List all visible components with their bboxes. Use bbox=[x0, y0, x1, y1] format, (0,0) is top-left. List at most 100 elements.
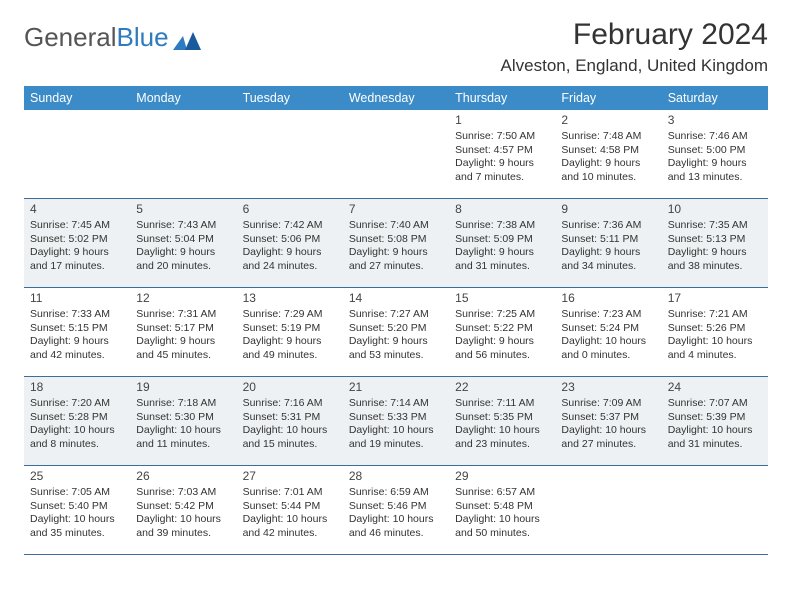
sunset-line: Sunset: 5:33 PM bbox=[349, 411, 443, 424]
day-cell: 1Sunrise: 7:50 AMSunset: 4:57 PMDaylight… bbox=[449, 110, 555, 198]
dow-cell: Saturday bbox=[662, 86, 768, 110]
sunrise-line: Sunrise: 6:59 AM bbox=[349, 486, 443, 499]
sunset-line: Sunset: 5:02 PM bbox=[30, 233, 124, 246]
daylight-line-1: Daylight: 10 hours bbox=[30, 513, 124, 526]
day-cell-empty bbox=[24, 110, 130, 198]
dow-cell: Thursday bbox=[449, 86, 555, 110]
week-row: 25Sunrise: 7:05 AMSunset: 5:40 PMDayligh… bbox=[24, 466, 768, 555]
daylight-line-2: and 34 minutes. bbox=[561, 260, 655, 273]
daylight-line-2: and 0 minutes. bbox=[561, 349, 655, 362]
week-row: 11Sunrise: 7:33 AMSunset: 5:15 PMDayligh… bbox=[24, 288, 768, 377]
day-cell: 20Sunrise: 7:16 AMSunset: 5:31 PMDayligh… bbox=[237, 377, 343, 465]
location: Alveston, England, United Kingdom bbox=[501, 56, 768, 76]
day-cell: 10Sunrise: 7:35 AMSunset: 5:13 PMDayligh… bbox=[662, 199, 768, 287]
daylight-line-1: Daylight: 10 hours bbox=[561, 335, 655, 348]
sunset-line: Sunset: 4:57 PM bbox=[455, 144, 549, 157]
daylight-line-1: Daylight: 9 hours bbox=[136, 246, 230, 259]
dow-cell: Friday bbox=[555, 86, 661, 110]
day-cell: 19Sunrise: 7:18 AMSunset: 5:30 PMDayligh… bbox=[130, 377, 236, 465]
sunrise-line: Sunrise: 7:25 AM bbox=[455, 308, 549, 321]
daylight-line-1: Daylight: 9 hours bbox=[349, 246, 443, 259]
weeks-container: 1 Sunrise: 7:50 AMSunset: 4:57 PM Daylight… bbox=[24, 110, 768, 555]
daylight-line-1: Daylight: 10 hours bbox=[243, 513, 337, 526]
sunrise-line: Sunrise: 7:42 AM bbox=[243, 219, 337, 232]
day-number: 9 bbox=[561, 202, 655, 217]
daylight-line-1: Daylight: 10 hours bbox=[136, 424, 230, 437]
day-number: 17 bbox=[668, 291, 762, 306]
day-cell: 24Sunrise: 7:07 AMSunset: 5:39 PMDayligh… bbox=[662, 377, 768, 465]
day-cell: 12Sunrise: 7:31 AMSunset: 5:17 PMDayligh… bbox=[130, 288, 236, 376]
header: GeneralBlue February 2024 Alveston, Engl… bbox=[24, 18, 768, 76]
day-number: 19 bbox=[136, 380, 230, 395]
day-cell: 15Sunrise: 7:25 AMSunset: 5:22 PMDayligh… bbox=[449, 288, 555, 376]
daylight-line-1: Daylight: 9 hours bbox=[30, 335, 124, 348]
day-number: 8 bbox=[455, 202, 549, 217]
week-row: 4Sunrise: 7:45 AMSunset: 5:02 PMDaylight… bbox=[24, 199, 768, 288]
daylight-line-2: and 56 minutes. bbox=[455, 349, 549, 362]
daylight-line-2: and 15 minutes. bbox=[243, 438, 337, 451]
day-number: 28 bbox=[349, 469, 443, 484]
daylight-line-1: Daylight: 10 hours bbox=[136, 513, 230, 526]
day-number: 18 bbox=[30, 380, 124, 395]
sunset-line: Sunset: 5:35 PM bbox=[455, 411, 549, 424]
daylight-line-1: Daylight: 9 hours bbox=[243, 335, 337, 348]
sunrise-line: Sunrise: 7:07 AM bbox=[668, 397, 762, 410]
day-number: 1 bbox=[455, 113, 549, 128]
day-number: 11 bbox=[30, 291, 124, 306]
sunrise-line: Sunrise: 7:03 AM bbox=[136, 486, 230, 499]
sunrise-line: Sunrise: 7:23 AM bbox=[561, 308, 655, 321]
daylight-line-2: and 45 minutes. bbox=[136, 349, 230, 362]
sunrise-line: Sunrise: 7:50 AM bbox=[455, 130, 549, 143]
day-cell-empty bbox=[555, 466, 661, 554]
sunset-line: Sunset: 5:28 PM bbox=[30, 411, 124, 424]
day-number: 16 bbox=[561, 291, 655, 306]
day-number: 6 bbox=[243, 202, 337, 217]
daylight-line-2: and 11 minutes. bbox=[136, 438, 230, 451]
daylight-line-2: and 27 minutes. bbox=[561, 438, 655, 451]
daylight-line-2: and 35 minutes. bbox=[30, 527, 124, 540]
day-number: 14 bbox=[349, 291, 443, 306]
sunrise-line: Sunrise: 7:33 AM bbox=[30, 308, 124, 321]
daylight-line-1: Daylight: 9 hours bbox=[668, 157, 762, 170]
day-cell: 5Sunrise: 7:43 AMSunset: 5:04 PMDaylight… bbox=[130, 199, 236, 287]
daylight-line-1: Daylight: 10 hours bbox=[668, 424, 762, 437]
sunset-line: Sunset: 5:15 PM bbox=[30, 322, 124, 335]
daylight-line-1: Daylight: 9 hours bbox=[349, 335, 443, 348]
sunset-line: Sunset: 5:46 PM bbox=[349, 500, 443, 513]
day-cell: 21Sunrise: 7:14 AMSunset: 5:33 PMDayligh… bbox=[343, 377, 449, 465]
sunset-line: Sunset: 5:06 PM bbox=[243, 233, 337, 246]
day-cell-empty bbox=[237, 110, 343, 198]
sunrise-line: Sunrise: 7:29 AM bbox=[243, 308, 337, 321]
logo-mark-icon bbox=[173, 28, 201, 48]
daylight-line-2: and 31 minutes. bbox=[455, 260, 549, 273]
sunset-line: Sunset: 5:26 PM bbox=[668, 322, 762, 335]
day-cell-empty bbox=[662, 466, 768, 554]
sunrise-line: Sunrise: 7:20 AM bbox=[30, 397, 124, 410]
day-cell-empty bbox=[130, 110, 236, 198]
day-cell: 3Sunrise: 7:46 AMSunset: 5:00 PMDaylight… bbox=[662, 110, 768, 198]
daylight-line-2: and 49 minutes. bbox=[243, 349, 337, 362]
daylight-line-1: Daylight: 9 hours bbox=[455, 335, 549, 348]
daylight-line-2: and 17 minutes. bbox=[30, 260, 124, 273]
daylight-line-2: and 20 minutes. bbox=[136, 260, 230, 273]
logo: GeneralBlue bbox=[24, 18, 201, 53]
sunrise-line: Sunrise: 7:43 AM bbox=[136, 219, 230, 232]
day-number: 23 bbox=[561, 380, 655, 395]
daylight-line-2: and 24 minutes. bbox=[243, 260, 337, 273]
day-cell: 27Sunrise: 7:01 AMSunset: 5:44 PMDayligh… bbox=[237, 466, 343, 554]
daylight-line-1: Daylight: 9 hours bbox=[455, 246, 549, 259]
day-number: 27 bbox=[243, 469, 337, 484]
sunrise-line: Sunrise: 7:16 AM bbox=[243, 397, 337, 410]
sunset-line: Sunset: 5:17 PM bbox=[136, 322, 230, 335]
sunrise-line: Sunrise: 7:01 AM bbox=[243, 486, 337, 499]
sunrise-line: Sunrise: 7:21 AM bbox=[668, 308, 762, 321]
dow-cell: Tuesday bbox=[237, 86, 343, 110]
sunset-line: Sunset: 5:20 PM bbox=[349, 322, 443, 335]
day-cell: 22Sunrise: 7:11 AMSunset: 5:35 PMDayligh… bbox=[449, 377, 555, 465]
day-number: 25 bbox=[30, 469, 124, 484]
daylight-line-1: Daylight: 9 hours bbox=[668, 246, 762, 259]
daylight-line-2: and 42 minutes. bbox=[30, 349, 124, 362]
daylight-line-1: Daylight: 9 hours bbox=[561, 157, 655, 170]
day-number: 2 bbox=[561, 113, 655, 128]
day-cell: 18Sunrise: 7:20 AMSunset: 5:28 PMDayligh… bbox=[24, 377, 130, 465]
